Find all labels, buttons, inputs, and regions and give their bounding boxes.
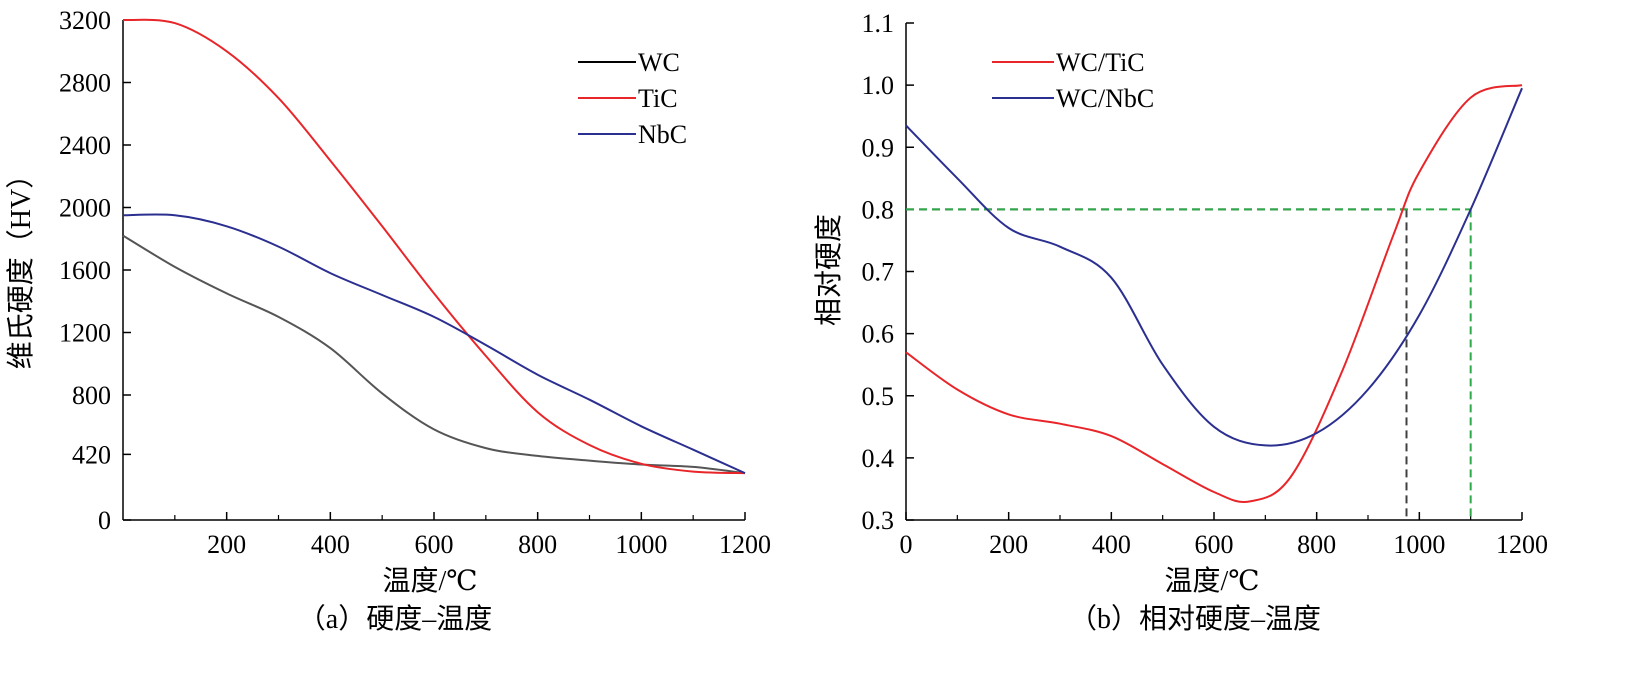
series-line-wc [122,234,746,475]
panel-a-hardness-temperature: 0 420 800 1200 1600 2000 2400 2800 3200 200 400 600… [5,6,771,635]
x-tick-label: 800 [1297,530,1336,559]
panel-caption: （a）硬度–温度 [298,603,492,635]
series-line-nbc [122,213,746,475]
series-line-wc-tic [905,84,1523,504]
y-tick-label: 2400 [59,131,111,160]
y-tick-label: 420 [72,440,111,469]
y-tick-label: 0.8 [862,195,895,224]
y-tick-label: 1.1 [862,9,895,38]
y-tick-label: 0.7 [862,258,895,287]
x-tick-label: 0 [900,530,913,559]
y-tick-label: 1.0 [862,71,895,100]
y-tick-label: 2000 [59,194,111,223]
legend-label: WC/TiC [1056,48,1145,77]
y-axis-label: 相对硬度 [813,214,845,326]
x-tick-label: 1000 [615,530,667,559]
y-tick-label: 0.4 [862,444,895,473]
x-axis-label: 温度/℃ [1164,565,1259,597]
x-tick-label: 400 [311,530,350,559]
legend-label: TiC [638,84,678,113]
x-tick-label: 800 [518,530,557,559]
y-tick-label: 0.9 [862,133,895,162]
x-tick-label: 600 [1195,530,1234,559]
x-tick-label: 200 [989,530,1028,559]
y-tick-label: 1200 [59,319,111,348]
y-tick-label: 0 [98,506,111,535]
y-tick-label: 2800 [59,69,111,98]
y-tick-label: 0.5 [862,382,895,411]
panel-b-relative-hardness-temperature: 0.3 0.4 0.5 0.6 0.7 0.8 0.9 1.0 1.1 0 200 400 600 800… [813,9,1548,635]
y-tick-label: 800 [72,381,111,410]
x-tick-label: 200 [207,530,246,559]
legend-label: WC [638,48,680,77]
x-tick-label: 600 [415,530,454,559]
y-tick-label: 3200 [59,6,111,35]
x-tick-label: 1000 [1393,530,1445,559]
panel-caption: （b）相对硬度–温度 [1069,603,1321,635]
x-axis-label: 温度/℃ [382,565,477,597]
series-line-tic [122,18,746,475]
legend-label: NbC [638,120,687,149]
series-line-wc-nbc [905,87,1523,447]
y-axis-label: 维氏硬度（HV） [5,161,37,369]
legend-label: WC/NbC [1056,84,1154,113]
x-tick-label: 1200 [719,530,771,559]
y-tick-label: 0.6 [862,320,895,349]
x-tick-label: 400 [1092,530,1131,559]
x-tick-label: 1200 [1496,530,1548,559]
y-tick-label: 0.3 [862,506,895,535]
y-tick-label: 1600 [59,256,111,285]
